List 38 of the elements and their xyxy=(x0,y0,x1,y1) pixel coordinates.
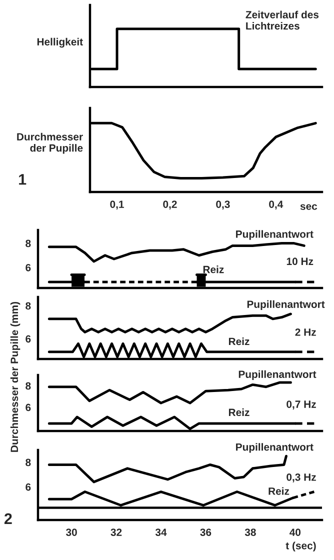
y-axis-title: Durchmesser der Pupille (mm) xyxy=(10,302,20,452)
y-axis-title: Durchmesser der Pupille xyxy=(17,132,83,154)
y-tick-label: 6 xyxy=(26,404,31,412)
y-tick-label: 6 xyxy=(26,264,31,272)
x-tick-label: 0,3 xyxy=(216,200,230,210)
series-label: Pupillenantwort xyxy=(247,300,325,310)
series-label: Pupillenantwort xyxy=(236,443,314,453)
x-tick-label: 34 xyxy=(155,528,167,536)
text: 1 xyxy=(19,174,26,185)
series-label: Reiz xyxy=(228,408,250,416)
y-tick-label: 6 xyxy=(26,483,31,491)
annotation: 0,7 Hz xyxy=(286,400,316,410)
x-axis-title: t (sec) xyxy=(286,542,316,552)
y-tick-label: 8 xyxy=(26,382,31,390)
annotation: 2 Hz xyxy=(295,328,316,336)
series-label: Reiz xyxy=(268,487,290,495)
y-tick-label: 8 xyxy=(26,240,31,248)
series-label: Reiz xyxy=(228,338,250,346)
x-tick-label: 32 xyxy=(110,528,122,536)
x-tick-label: 30 xyxy=(66,528,77,536)
x-tick-label: 0,1 xyxy=(110,200,124,210)
x-tick-label: 36 xyxy=(200,528,212,536)
x-tick-label: 0,4 xyxy=(269,200,284,210)
x-axis-title: sec xyxy=(300,204,318,210)
annotation: 0,3 Hz xyxy=(286,473,316,482)
series-label: Pupillenantwort xyxy=(238,370,316,380)
annotation: 10 Hz xyxy=(286,258,314,266)
x-tick-label: 38 xyxy=(244,528,256,536)
y-axis-title: Helligkeit xyxy=(37,38,83,48)
series-label: Reiz xyxy=(203,266,224,274)
x-tick-label: 40 xyxy=(290,528,301,536)
series-label: Zeitverlauf des Lichtreizes xyxy=(246,10,319,30)
y-tick-label: 8 xyxy=(26,458,31,466)
y-tick-label: 8 xyxy=(26,302,31,310)
x-tick-label: 0,2 xyxy=(163,200,177,210)
series-label: Pupillenantwort xyxy=(236,230,314,240)
text: 2 xyxy=(4,513,12,524)
y-tick-label: 6 xyxy=(26,335,31,343)
